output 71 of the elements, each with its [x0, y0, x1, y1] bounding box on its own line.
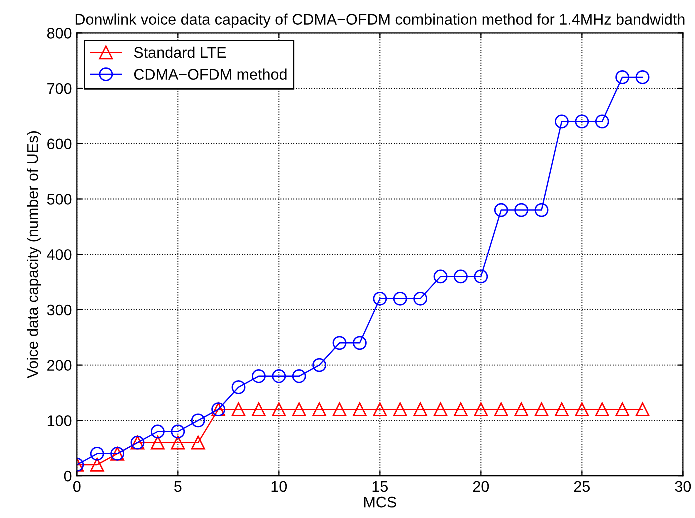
point: [454, 402, 468, 417]
y-tick-label: 0: [64, 470, 72, 482]
point: [151, 424, 165, 439]
y-tick-label: 700: [48, 83, 72, 94]
point: [616, 70, 630, 84]
point: [272, 402, 286, 417]
x-tick-label: 5: [174, 481, 182, 492]
point: [312, 402, 327, 417]
point: [171, 436, 186, 450]
y-tick-label: 500: [47, 194, 72, 205]
point: [393, 402, 408, 417]
point: [90, 446, 104, 461]
y-tick-label: 200: [48, 360, 72, 372]
point: [252, 402, 266, 417]
point: [332, 336, 347, 350]
point: [312, 358, 327, 372]
point: [353, 336, 367, 350]
point: [191, 436, 206, 450]
y-axis-title: Voice data capacity (number of UEs): [27, 132, 42, 379]
point: [575, 402, 590, 417]
legend-label: CDMA−OFDM method: [134, 68, 287, 80]
point: [595, 114, 610, 129]
point: [332, 402, 347, 417]
point: [373, 292, 388, 306]
point: [514, 203, 529, 218]
point: [575, 114, 590, 129]
x-tick-label: 20: [473, 481, 490, 492]
point: [272, 369, 286, 384]
point: [393, 292, 408, 306]
x-tick-label: 10: [272, 481, 288, 492]
point: [292, 369, 306, 384]
x-tick-label: 15: [372, 481, 388, 492]
point: [636, 402, 650, 417]
point: [595, 402, 610, 417]
point: [373, 402, 388, 417]
x-tick-label: 30: [675, 481, 692, 492]
point: [232, 380, 246, 394]
point: [534, 402, 549, 417]
point: [353, 402, 367, 417]
legend-label: Standard LTE: [134, 46, 226, 58]
point: [434, 270, 448, 284]
point: [232, 402, 246, 417]
x-axis-title: MCS: [364, 496, 396, 508]
chart-title: Donwlink voice data capacity of CDMA−OFDM combination method for 1.4MHz bandwidth: [76, 14, 685, 28]
x-tick-label: 25: [574, 481, 590, 492]
point: [292, 402, 306, 417]
point: [90, 458, 104, 472]
point: [636, 70, 650, 84]
point: [534, 203, 549, 218]
point: [454, 270, 468, 284]
point: [616, 402, 630, 417]
point: [494, 203, 508, 218]
y-tick-label: 800: [47, 28, 72, 39]
point: [555, 114, 569, 129]
y-tick-label: 300: [47, 304, 72, 316]
y-tick-label: 400: [47, 249, 72, 260]
y-tick-label: 100: [48, 416, 72, 426]
point: [474, 270, 488, 284]
point: [414, 402, 428, 417]
point: [171, 424, 186, 439]
point: [434, 402, 448, 417]
point: [252, 369, 266, 384]
point: [414, 292, 428, 306]
point: [514, 402, 529, 417]
point: [494, 402, 508, 417]
y-tick-label: 600: [48, 138, 72, 150]
point: [474, 402, 488, 417]
point: [191, 414, 206, 428]
point: [555, 402, 569, 417]
x-tick-label: 0: [73, 481, 81, 492]
point: [151, 436, 165, 450]
